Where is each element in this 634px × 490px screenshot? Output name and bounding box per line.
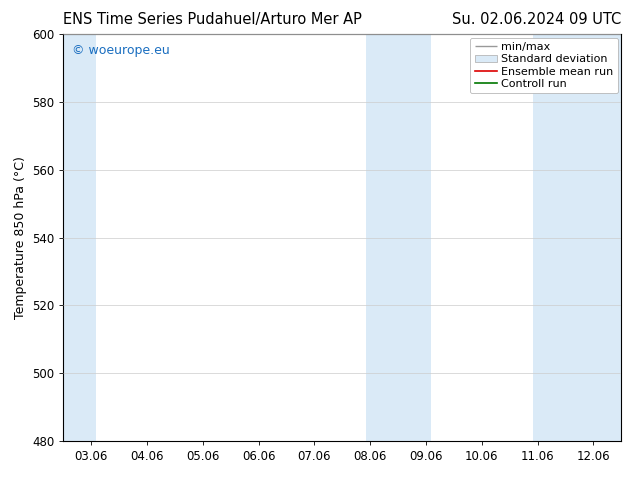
Bar	[63, 34, 96, 441]
Text: © woeurope.eu: © woeurope.eu	[72, 45, 169, 57]
Text: ENS Time Series Pudahuel/Arturo Mer AP: ENS Time Series Pudahuel/Arturo Mer AP	[63, 12, 362, 27]
Text: Su. 02.06.2024 09 UTC: Su. 02.06.2024 09 UTC	[452, 12, 621, 27]
Bar	[366, 34, 430, 441]
Bar	[533, 34, 621, 441]
Y-axis label: Temperature 850 hPa (°C): Temperature 850 hPa (°C)	[13, 156, 27, 319]
Legend: min/max, Standard deviation, Ensemble mean run, Controll run: min/max, Standard deviation, Ensemble me…	[470, 38, 618, 93]
